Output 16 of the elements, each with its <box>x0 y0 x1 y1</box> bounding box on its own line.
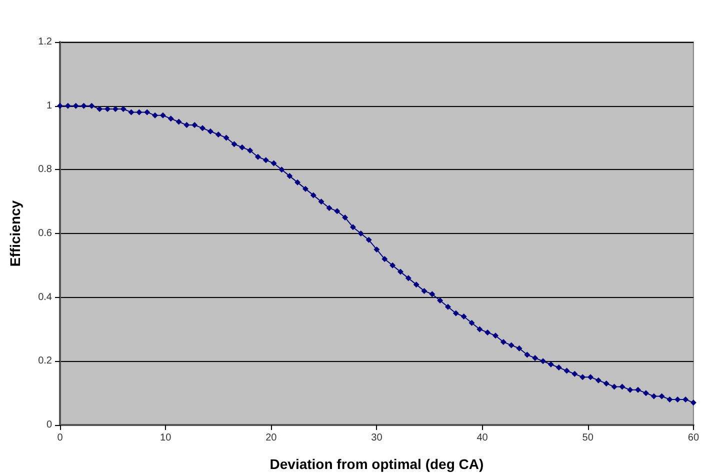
y-tick-label: 1 <box>46 100 52 112</box>
y-axis-title: Efficiency <box>7 200 23 267</box>
y-tick-label: 0.4 <box>38 292 52 303</box>
x-tick-label: 10 <box>160 432 172 444</box>
x-axis-title: Deviation from optimal (deg CA) <box>270 456 484 472</box>
x-tick-label: 60 <box>688 432 700 444</box>
y-tick-label: 0.8 <box>38 164 52 176</box>
y-tick-label: 0.2 <box>38 356 52 367</box>
x-tick-label: 20 <box>266 432 278 444</box>
x-tick-label: 30 <box>371 432 383 444</box>
y-tick-label: 0 <box>46 420 52 430</box>
y-tick-label: 0.6 <box>38 228 52 239</box>
x-tick-label: 40 <box>476 432 488 444</box>
x-tick-label: 50 <box>582 432 594 444</box>
y-tick-label: 1.2 <box>38 36 52 48</box>
x-tick-label: 0 <box>57 432 64 444</box>
